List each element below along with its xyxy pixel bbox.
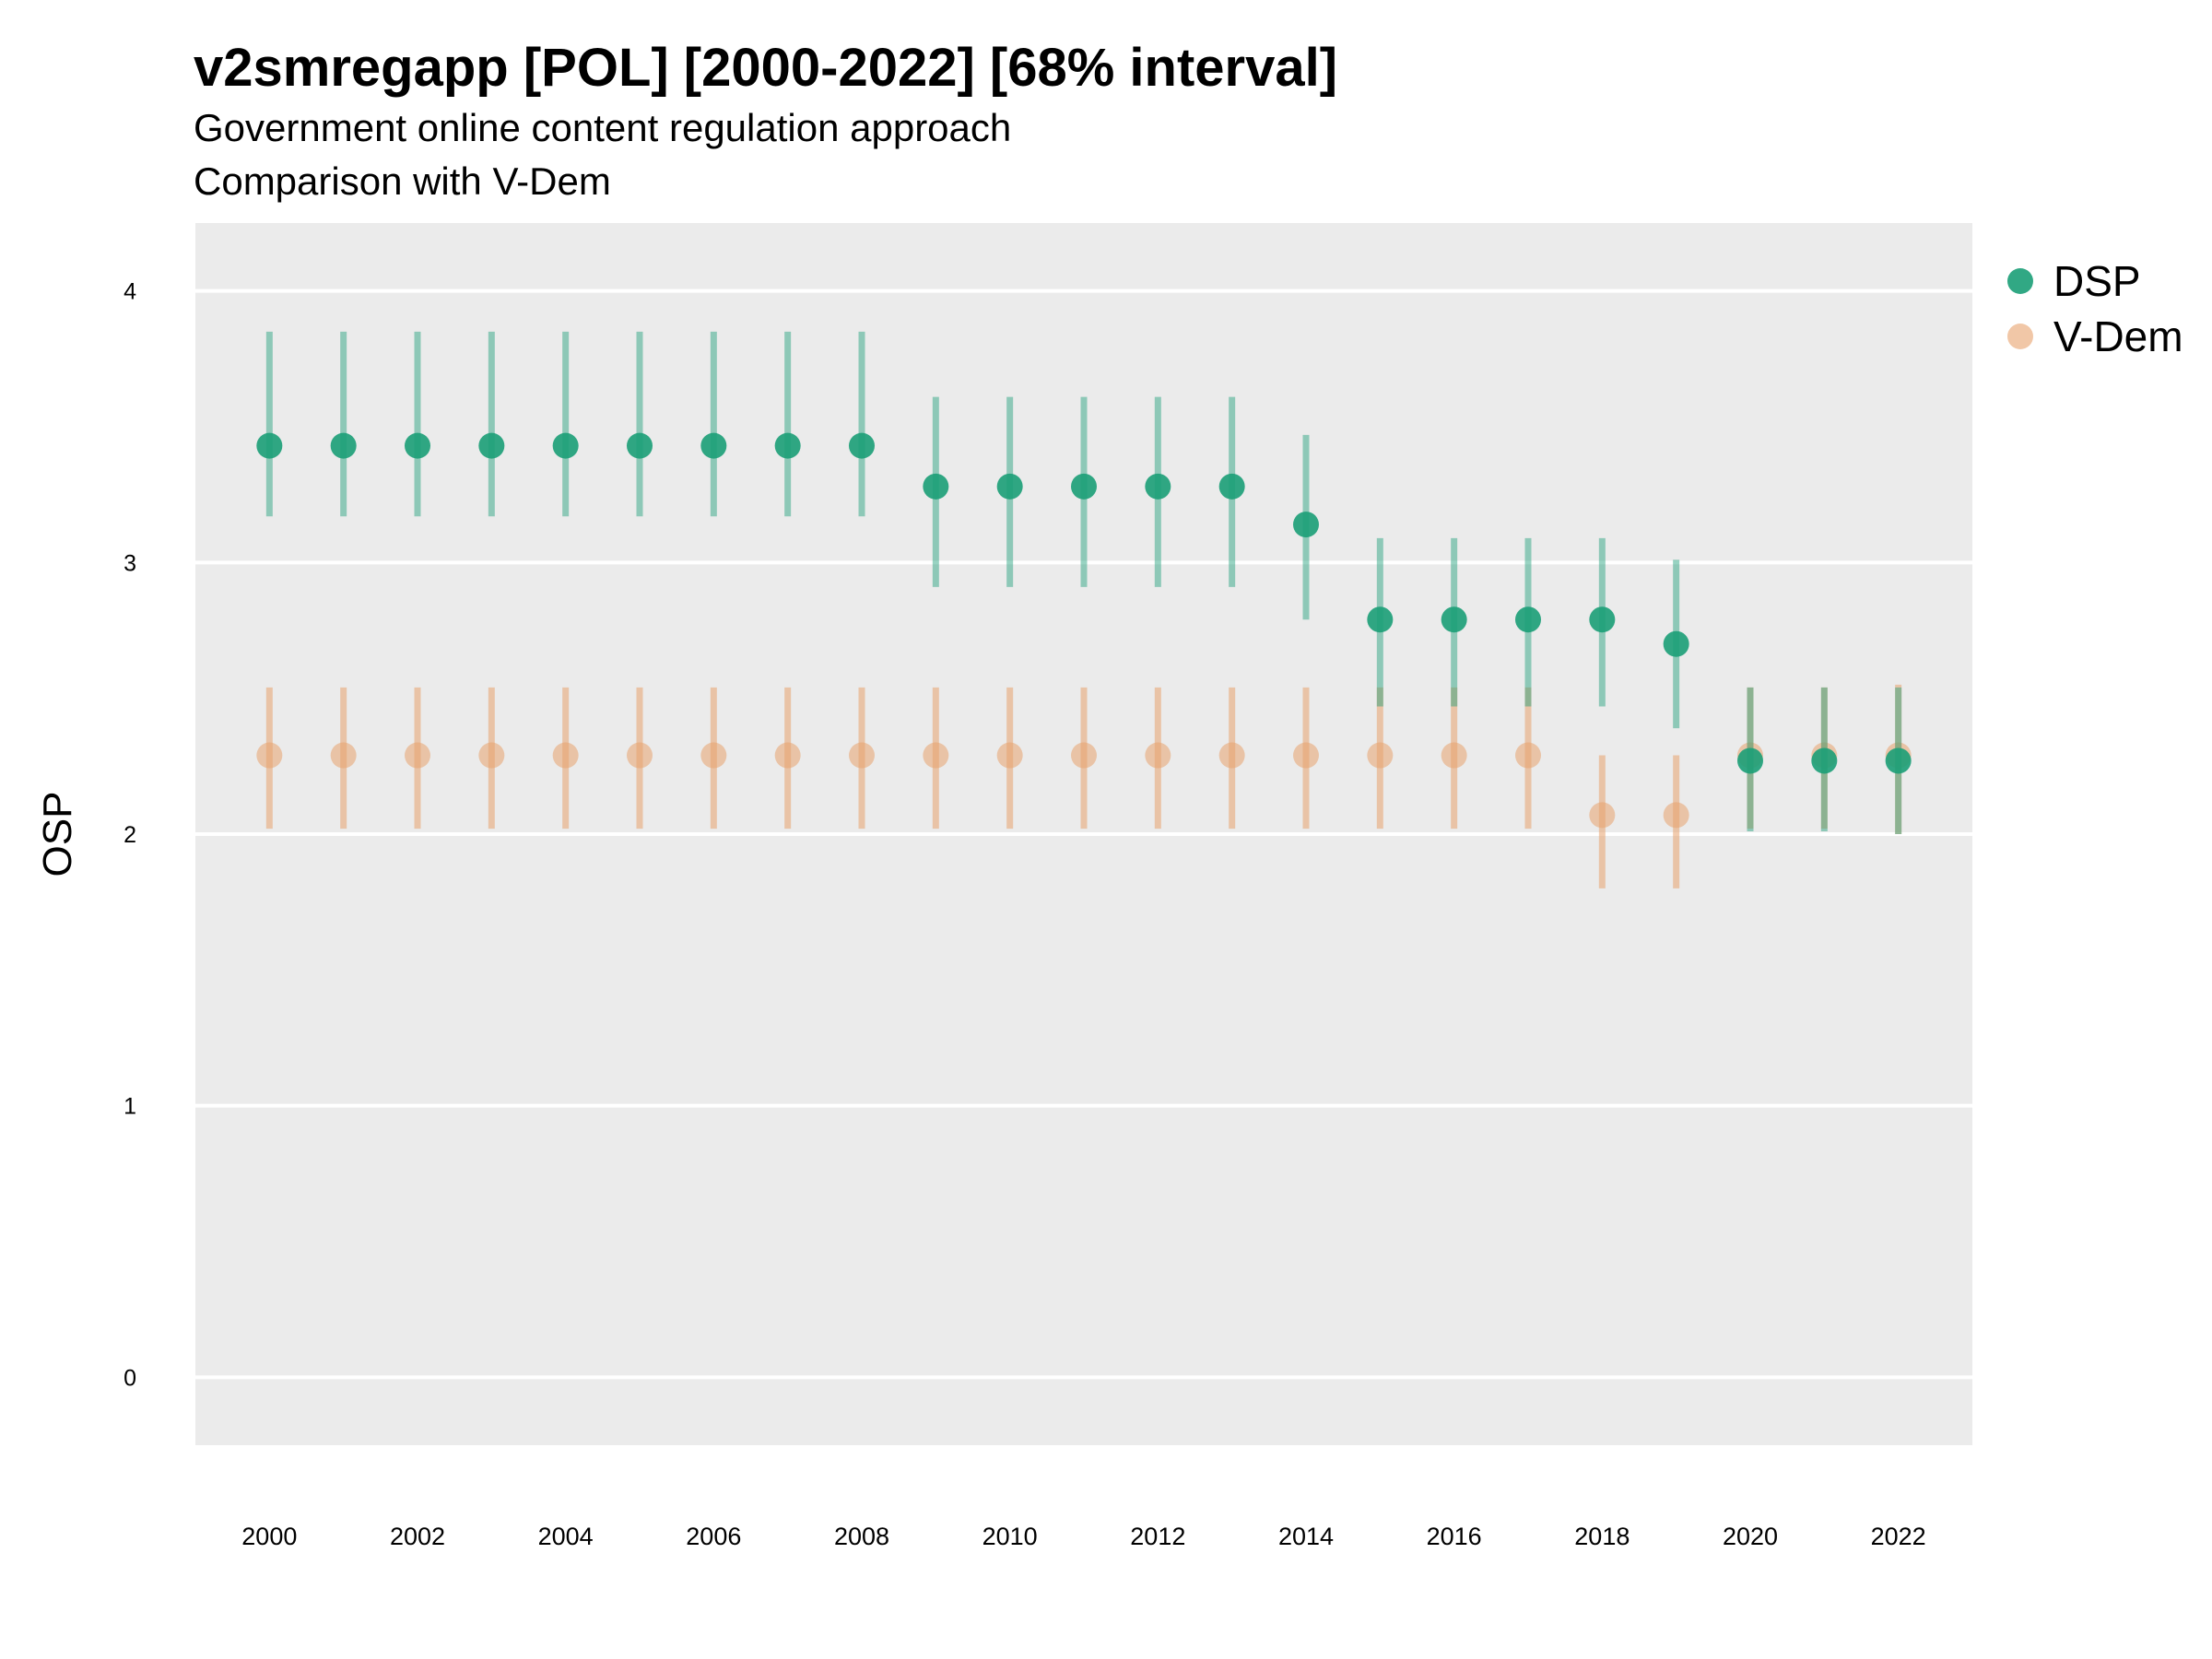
point-v-dem xyxy=(478,742,505,769)
legend-dot-dsp xyxy=(2007,268,2033,294)
point-dsp xyxy=(1589,606,1616,633)
point-dsp xyxy=(774,432,801,459)
legend: DSP V-Dem xyxy=(2000,253,2183,364)
point-dsp xyxy=(552,432,579,459)
point-v-dem xyxy=(996,742,1023,769)
point-v-dem xyxy=(1218,742,1245,769)
point-v-dem xyxy=(1367,742,1394,769)
point-dsp xyxy=(1515,606,1541,633)
legend-label-dsp: DSP xyxy=(2053,257,2141,305)
point-dsp xyxy=(1737,747,1763,774)
point-dsp xyxy=(1293,512,1319,538)
point-v-dem xyxy=(1441,742,1467,769)
x-tick-label: 2002 xyxy=(390,1523,445,1550)
chart-subtitle: Government online content regulation app… xyxy=(194,106,1012,149)
point-dsp xyxy=(330,432,357,459)
chart-title: v2smregapp [POL] [2000-2022] [68% interv… xyxy=(194,38,1338,98)
x-tick-label: 2008 xyxy=(834,1523,889,1550)
point-dsp xyxy=(1367,606,1394,633)
y-tick-label: 0 xyxy=(124,1365,136,1391)
point-v-dem xyxy=(700,742,727,769)
point-v-dem xyxy=(1663,802,1689,829)
point-dsp xyxy=(996,473,1023,500)
point-v-dem xyxy=(923,742,949,769)
point-v-dem xyxy=(849,742,875,769)
legend-dot-vdem xyxy=(2007,324,2033,349)
point-v-dem xyxy=(1589,802,1616,829)
x-tick-label: 2004 xyxy=(538,1523,594,1550)
x-tick-label: 2010 xyxy=(982,1523,1038,1550)
point-v-dem xyxy=(405,742,430,769)
x-tick-label: 2016 xyxy=(1427,1523,1482,1550)
point-dsp xyxy=(849,432,875,459)
point-v-dem xyxy=(627,742,653,769)
x-tick-label: 2000 xyxy=(241,1523,297,1550)
point-dsp xyxy=(1885,747,1912,774)
point-dsp xyxy=(923,473,949,500)
point-v-dem xyxy=(774,742,801,769)
x-tick-label: 2022 xyxy=(1871,1523,1926,1550)
point-dsp xyxy=(700,432,727,459)
point-dsp xyxy=(1218,473,1245,500)
chart-subtitle-comparison: Comparison with V-Dem xyxy=(194,159,611,203)
point-v-dem xyxy=(1515,742,1541,769)
point-v-dem xyxy=(552,742,579,769)
point-dsp xyxy=(1071,473,1097,500)
point-dsp xyxy=(1441,606,1467,633)
y-tick-label: 2 xyxy=(124,822,136,848)
x-tick-labels: 2000 2002 2004 2006 2008 2010 2012 2014 2016 2018… xyxy=(241,1523,1925,1550)
point-dsp xyxy=(627,432,653,459)
point-v-dem xyxy=(1293,742,1319,769)
point-dsp xyxy=(256,432,283,459)
legend-label-vdem: V-Dem xyxy=(2053,312,2183,360)
data-marks xyxy=(256,331,1912,888)
point-v-dem xyxy=(1071,742,1097,769)
x-tick-label: 2018 xyxy=(1574,1523,1630,1550)
point-dsp xyxy=(1811,747,1838,774)
legend-item-vdem: V-Dem xyxy=(2000,309,2183,364)
x-tick-label: 2020 xyxy=(1723,1523,1778,1550)
y-tick-label: 4 xyxy=(124,279,136,305)
series-dsp xyxy=(256,331,1912,834)
point-dsp xyxy=(1663,630,1689,657)
point-v-dem xyxy=(256,742,283,769)
point-dsp xyxy=(478,432,505,459)
x-tick-label: 2006 xyxy=(686,1523,741,1550)
x-tick-label: 2014 xyxy=(1278,1523,1334,1550)
y-tick-label: 1 xyxy=(124,1094,136,1120)
y-tick-label: 3 xyxy=(124,550,136,576)
x-tick-label: 2012 xyxy=(1130,1523,1185,1550)
point-dsp xyxy=(405,432,430,459)
legend-item-dsp: DSP xyxy=(2000,253,2183,309)
point-v-dem xyxy=(1145,742,1171,769)
y-tick-labels: 0 1 2 3 4 xyxy=(124,279,136,1392)
point-v-dem xyxy=(330,742,357,769)
y-axis-label: OSP xyxy=(35,792,80,877)
point-dsp xyxy=(1145,473,1171,500)
